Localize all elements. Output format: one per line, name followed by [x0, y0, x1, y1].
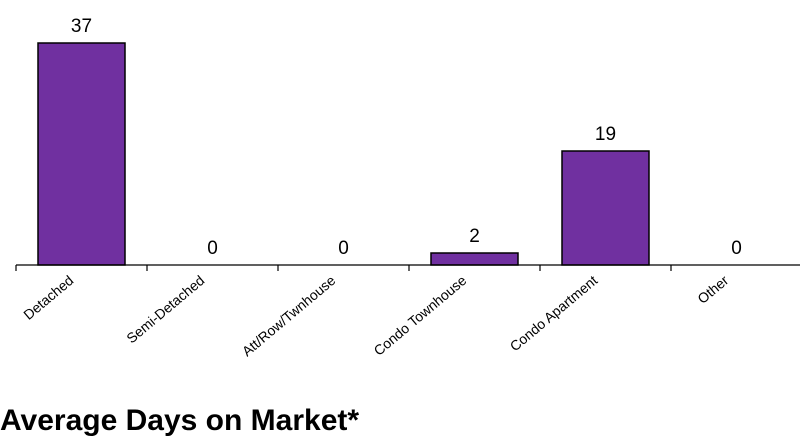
- value-label: 0: [731, 238, 742, 259]
- value-label: 2: [469, 226, 480, 247]
- x-tick-label: Condo Townhouse: [370, 272, 469, 359]
- bar-condo-apartment: [561, 150, 650, 266]
- value-label: 37: [71, 16, 92, 37]
- bar-detached: [37, 42, 126, 266]
- chart-footer-title: Average Days on Market*: [0, 404, 360, 437]
- x-tick-label: Condo Apartment: [507, 272, 601, 354]
- value-label: 0: [207, 238, 218, 259]
- x-tick-label: Att/Row/Twnhouse: [239, 272, 339, 359]
- x-tick-label: Semi-Detached: [123, 272, 207, 346]
- bar-condo-townhouse: [430, 252, 519, 266]
- x-tick-label: Other: [694, 272, 731, 307]
- value-label: 0: [338, 238, 349, 259]
- value-label: 19: [595, 124, 616, 145]
- x-tick-label: Detached: [20, 272, 76, 323]
